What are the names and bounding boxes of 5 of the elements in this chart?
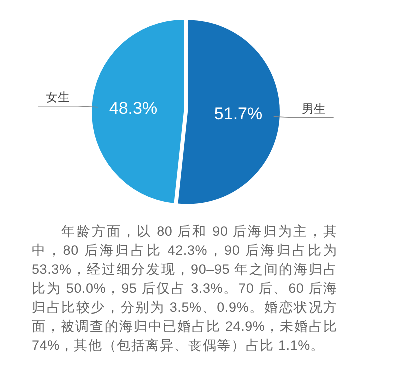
slice-label: 女生 <box>46 90 70 104</box>
slice-label: 男生 <box>302 102 326 116</box>
data-label: 51.7% <box>214 104 263 124</box>
data-label: 48.3% <box>109 98 158 118</box>
text: 年龄方面，以 80 后和 90 后海归为主，其中，80 后海归占比 42.3%，90 后海归占比为 53.3%，经过细分发现，90–95 年之间的海归占比为 50.0%，95 后仅占 3.3%。70 后、60 后海归占比较少，分别为 3.5%、0.9%。婚恋状况方面，被调查的海归中已婚占比 24.9%，未婚占比 74%，其他（包括离异、丧偶等）占比 1.1%。 <box>32 223 338 355</box>
